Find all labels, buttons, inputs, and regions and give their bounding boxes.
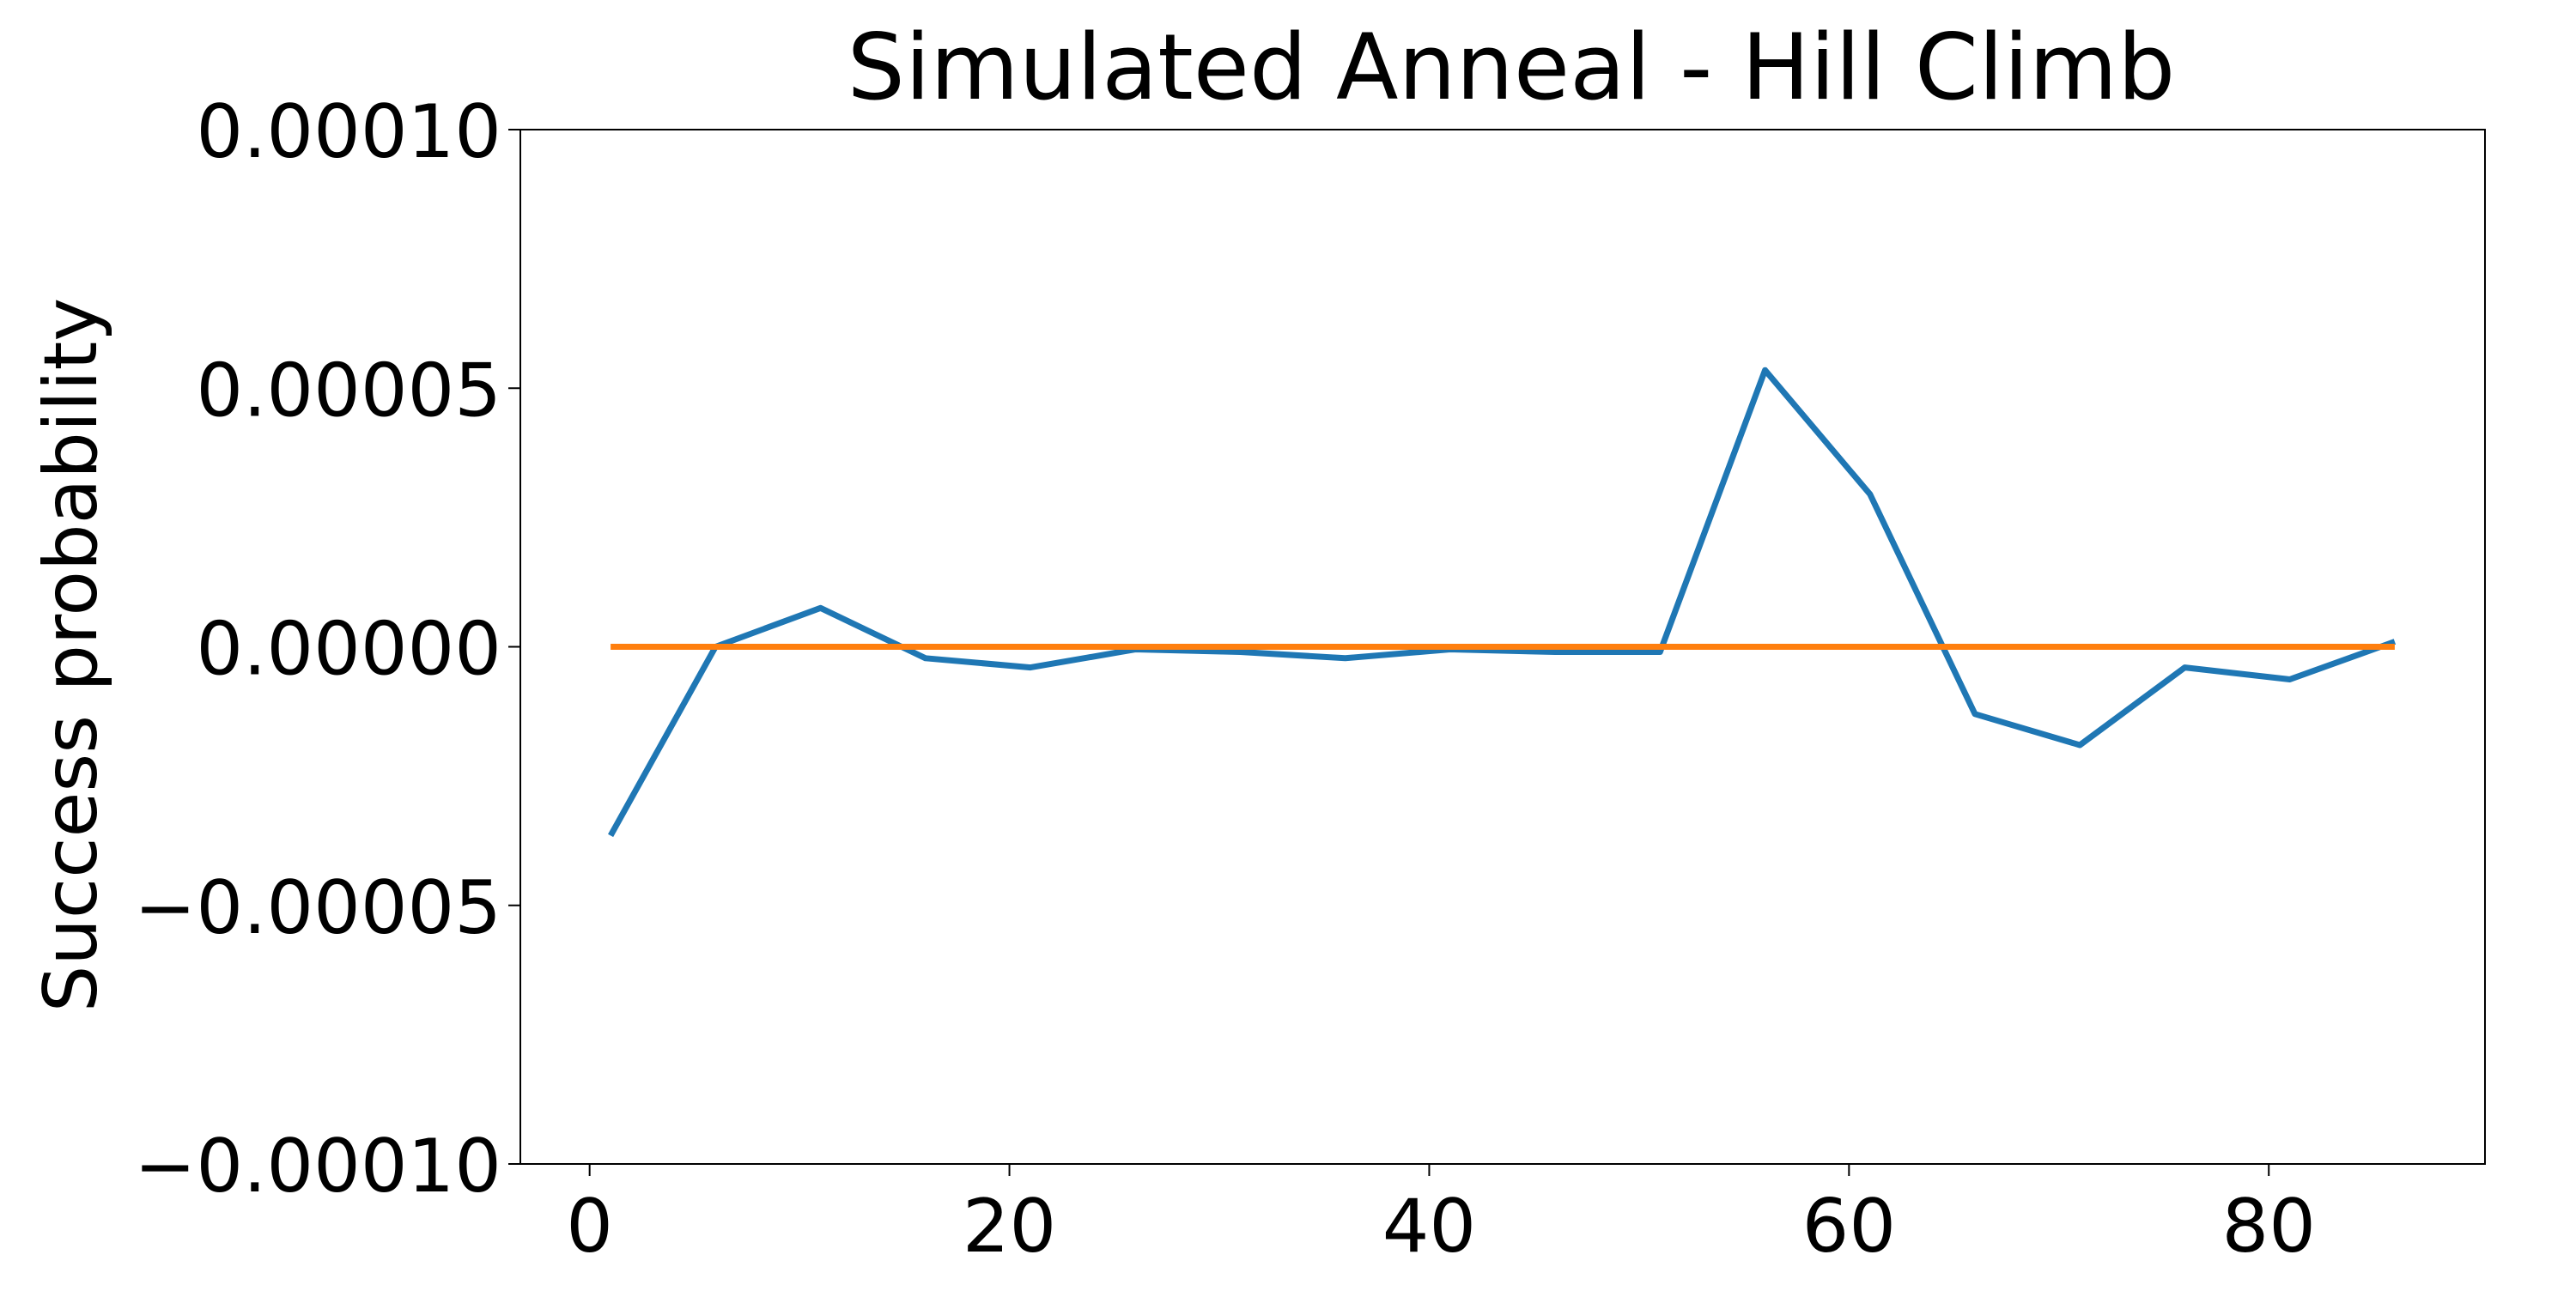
y-axis-label: Success probability: [28, 298, 114, 1012]
chart-title: Simulated Anneal - Hill Climb: [848, 15, 2176, 120]
y-tick-label: −0.00010: [134, 1124, 501, 1209]
x-tick-label: 0: [566, 1184, 613, 1270]
x-tick-label: 40: [1382, 1184, 1476, 1270]
y-tick-label: 0.00010: [196, 89, 501, 175]
x-tick-label: 80: [2222, 1184, 2316, 1270]
y-tick-label: 0.00000: [196, 607, 501, 693]
plot-area: −0.00010 −0.00005 0.00000 0.00005 0.00010 0 20…: [134, 89, 2486, 1270]
plot-frame: [519, 129, 2486, 1165]
x-tick-label: 60: [1802, 1184, 1896, 1270]
y-tick-label: −0.00005: [134, 865, 501, 951]
y-tick-label: 0.00005: [196, 348, 501, 433]
x-tick-label: 20: [963, 1184, 1056, 1270]
series-line-1: [608, 367, 2397, 838]
